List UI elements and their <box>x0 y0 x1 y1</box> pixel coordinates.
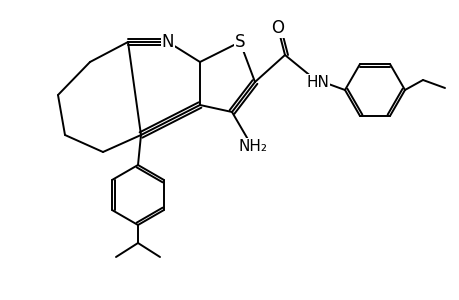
Text: S: S <box>234 33 245 51</box>
Text: N: N <box>162 33 174 51</box>
Text: NH₂: NH₂ <box>238 139 267 154</box>
Text: HN: HN <box>306 74 329 89</box>
Text: O: O <box>271 19 284 37</box>
